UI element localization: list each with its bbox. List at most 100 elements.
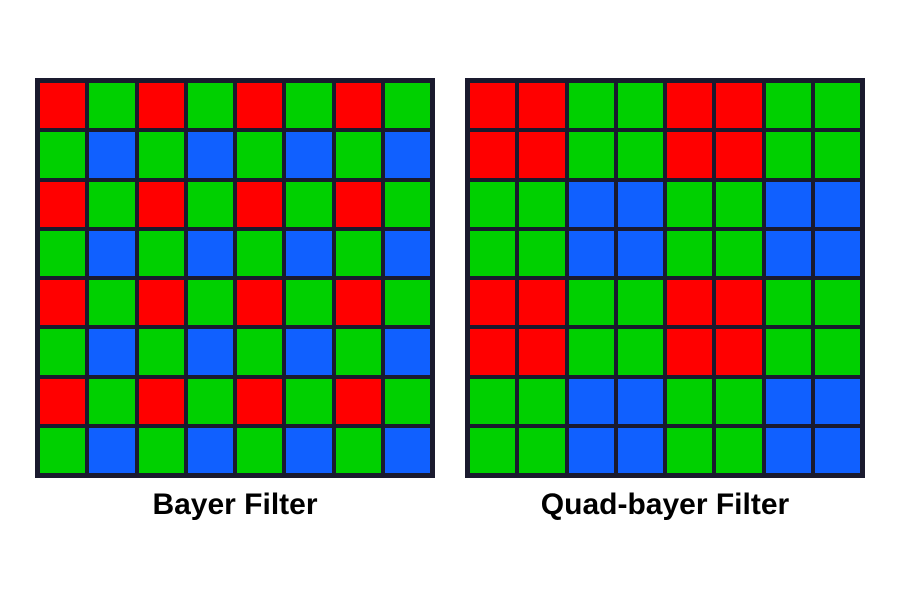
grid-cell: [334, 180, 383, 229]
grid-cell: [284, 180, 333, 229]
grid-cell: [714, 426, 763, 475]
grid-cell: [334, 81, 383, 130]
grid-cell: [616, 229, 665, 278]
grid-cell: [87, 180, 136, 229]
grid-cell: [567, 377, 616, 426]
grid-cell: [567, 130, 616, 179]
grid-cell: [567, 278, 616, 327]
grid-cell: [235, 426, 284, 475]
grid-cell: [616, 81, 665, 130]
grid-cell: [383, 130, 432, 179]
grid-cell: [186, 278, 235, 327]
grid-cell: [616, 278, 665, 327]
grid-cell: [284, 229, 333, 278]
grid-cell: [87, 327, 136, 376]
grid-cell: [813, 229, 862, 278]
grid-cell: [665, 81, 714, 130]
grid-cell: [665, 130, 714, 179]
grid-cell: [284, 327, 333, 376]
grid-cell: [567, 229, 616, 278]
grid-cell: [714, 130, 763, 179]
grid-cell: [665, 278, 714, 327]
grid-cell: [235, 377, 284, 426]
grid-cell: [813, 278, 862, 327]
grid-cell: [87, 278, 136, 327]
grid-cell: [334, 426, 383, 475]
grid-cell: [468, 327, 517, 376]
grid-cell: [665, 229, 714, 278]
grid-cell: [383, 426, 432, 475]
grid-cell: [468, 278, 517, 327]
grid-cell: [567, 180, 616, 229]
grid-cell: [517, 426, 566, 475]
grid-cell: [87, 229, 136, 278]
grid-cell: [87, 426, 136, 475]
grid-cell: [764, 278, 813, 327]
grid-cell: [665, 377, 714, 426]
grid-cell: [616, 377, 665, 426]
grid-cell: [567, 81, 616, 130]
bayer-grid: [35, 78, 435, 478]
grid-cell: [714, 278, 763, 327]
grid-cell: [235, 81, 284, 130]
grid-cell: [38, 81, 87, 130]
quad-bayer-grid: [465, 78, 865, 478]
grid-cell: [38, 278, 87, 327]
grid-cell: [334, 229, 383, 278]
grid-cell: [764, 130, 813, 179]
grid-cell: [38, 130, 87, 179]
grid-cell: [38, 426, 87, 475]
grid-cell: [334, 377, 383, 426]
grid-cell: [468, 180, 517, 229]
quad-bayer-panel: Quad-bayer Filter: [465, 78, 865, 522]
grid-cell: [517, 81, 566, 130]
grid-cell: [714, 327, 763, 376]
grid-cell: [517, 229, 566, 278]
grid-cell: [813, 426, 862, 475]
grid-cell: [517, 278, 566, 327]
grid-cell: [517, 180, 566, 229]
grid-cell: [137, 81, 186, 130]
grid-cell: [714, 229, 763, 278]
grid-cell: [334, 278, 383, 327]
grid-cell: [517, 327, 566, 376]
bayer-label: Bayer Filter: [152, 488, 317, 522]
grid-cell: [383, 81, 432, 130]
grid-cell: [235, 130, 284, 179]
grid-cell: [284, 130, 333, 179]
grid-cell: [137, 377, 186, 426]
grid-cell: [186, 327, 235, 376]
grid-cell: [137, 327, 186, 376]
grid-cell: [137, 180, 186, 229]
grid-cell: [383, 278, 432, 327]
grid-cell: [186, 426, 235, 475]
grid-cell: [714, 180, 763, 229]
grid-cell: [813, 130, 862, 179]
grid-cell: [284, 426, 333, 475]
grid-cell: [714, 81, 763, 130]
grid-cell: [764, 327, 813, 376]
grid-cell: [235, 278, 284, 327]
grid-cell: [284, 81, 333, 130]
grid-cell: [616, 130, 665, 179]
grid-cell: [137, 130, 186, 179]
grid-cell: [714, 377, 763, 426]
grid-cell: [764, 426, 813, 475]
grid-cell: [87, 81, 136, 130]
grid-cell: [468, 426, 517, 475]
grid-cell: [38, 377, 87, 426]
grid-cell: [764, 229, 813, 278]
grid-cell: [468, 81, 517, 130]
grid-cell: [38, 327, 87, 376]
grid-cell: [334, 130, 383, 179]
grid-cell: [87, 377, 136, 426]
grid-cell: [517, 377, 566, 426]
grid-cell: [284, 278, 333, 327]
grid-cell: [186, 81, 235, 130]
grid-cell: [383, 180, 432, 229]
grid-cell: [616, 327, 665, 376]
grid-cell: [813, 180, 862, 229]
grid-cell: [38, 229, 87, 278]
grid-cell: [813, 377, 862, 426]
grid-cell: [813, 81, 862, 130]
